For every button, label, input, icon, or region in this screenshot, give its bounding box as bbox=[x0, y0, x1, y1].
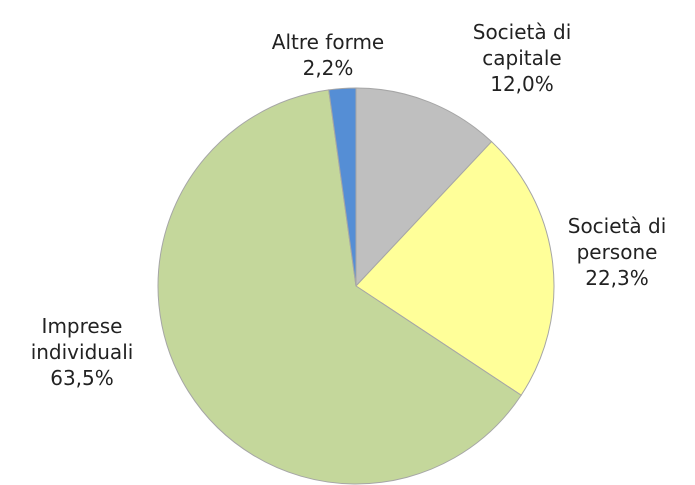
value-label: 2,2% bbox=[302, 56, 354, 80]
category-name: Altre forme bbox=[271, 30, 385, 54]
pie-slice bbox=[355, 87, 493, 288]
slice-label: Altre forme 2,2% bbox=[258, 29, 398, 81]
value-label: 63,5% bbox=[50, 366, 114, 390]
pie-slice bbox=[328, 87, 357, 287]
pie-slice bbox=[355, 140, 555, 396]
slice-label: Società di capitale 12,0% bbox=[462, 19, 582, 97]
value-label: 12,0% bbox=[490, 72, 554, 96]
slice-label: Imprese individuali 63,5% bbox=[15, 313, 150, 391]
category-name: Società di capitale bbox=[472, 20, 572, 70]
pie-slice bbox=[157, 89, 522, 485]
category-name: Imprese individuali bbox=[30, 314, 134, 364]
category-name: Società di persone bbox=[567, 214, 667, 264]
slice-label: Società di persone 22,3% bbox=[557, 213, 677, 291]
value-label: 22,3% bbox=[585, 266, 649, 290]
